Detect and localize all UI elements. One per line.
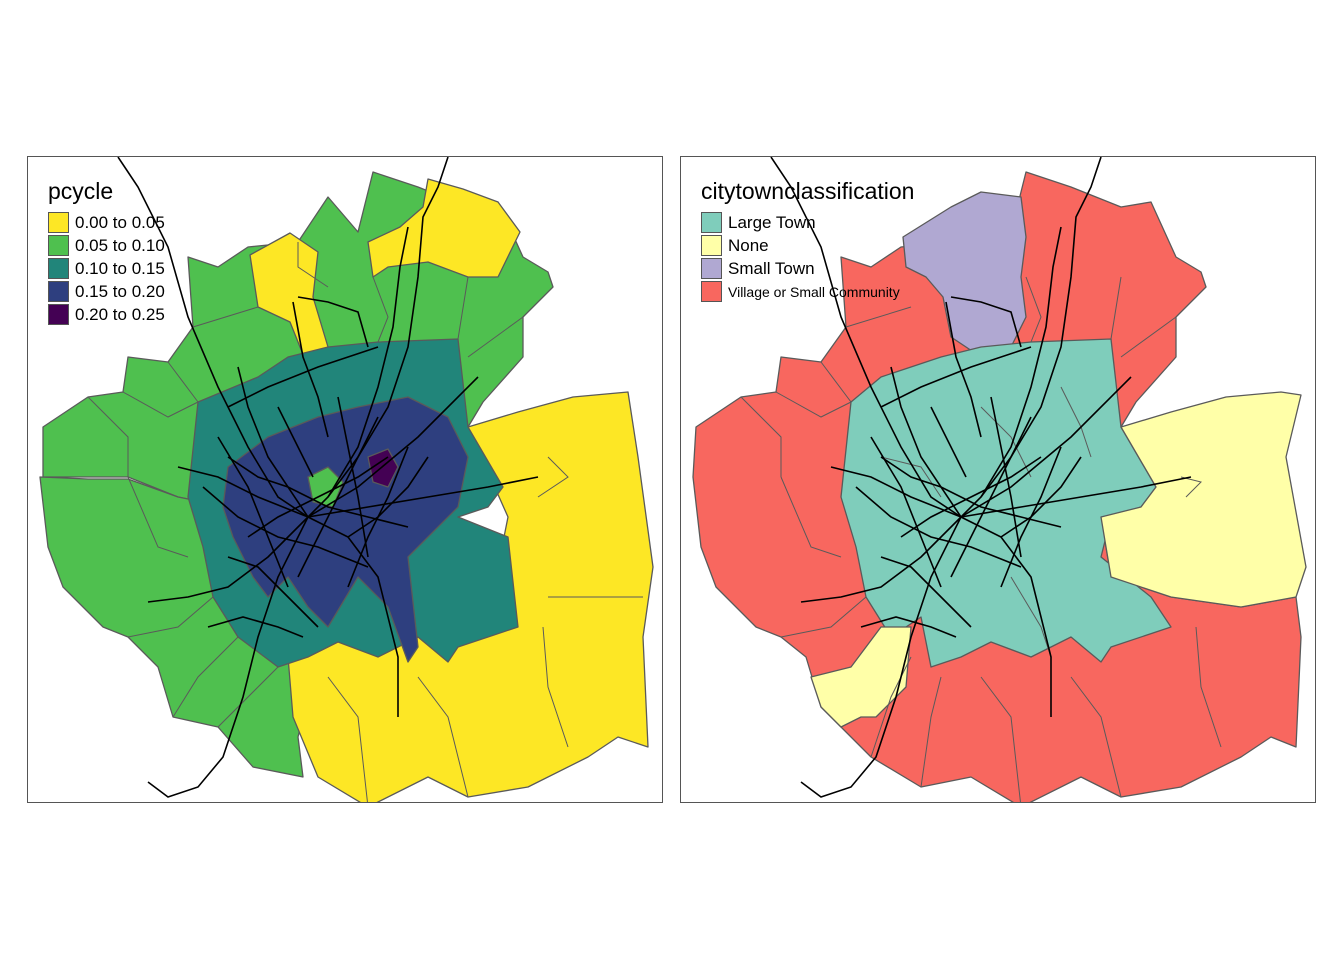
legend-item: None <box>701 234 914 257</box>
legend-label: Small Town <box>728 258 815 278</box>
region <box>367 448 399 488</box>
legend-item: 0.20 to 0.25 <box>48 303 165 326</box>
legend-swatch <box>48 304 69 325</box>
region <box>902 191 1027 358</box>
legend-swatch <box>48 258 69 279</box>
legend-item: 0.10 to 0.15 <box>48 257 165 280</box>
legend-label: Large Town <box>728 212 816 232</box>
legend-title: citytownclassification <box>701 178 915 204</box>
legend-item: Village or Small Community <box>701 280 914 303</box>
map-citytownclassification <box>692 157 1307 802</box>
route-network <box>770 157 1192 798</box>
legend-swatch <box>701 235 722 256</box>
map-panel-pcycle: pcycle 0.00 to 0.05 0.05 to 0.10 0.10 to… <box>27 156 663 803</box>
legend-title: pcycle <box>48 178 114 204</box>
map-pcycle <box>39 157 654 802</box>
legend-item: 0.00 to 0.05 <box>48 211 165 234</box>
legend-swatch <box>48 281 69 302</box>
legend-citytownclassification: citytownclassification Large Town None S… <box>701 177 914 303</box>
legend-label: 0.15 to 0.20 <box>75 281 165 301</box>
legend-swatch <box>701 212 722 233</box>
legend-item: 0.05 to 0.10 <box>48 234 165 257</box>
region <box>222 396 469 663</box>
legend-swatch <box>48 212 69 233</box>
legend-label: Village or Small Community <box>728 283 900 300</box>
legend-pcycle: pcycle 0.00 to 0.05 0.05 to 0.10 0.10 to… <box>48 177 165 326</box>
legend-item: Large Town <box>701 211 914 234</box>
legend-label: 0.10 to 0.15 <box>75 258 165 278</box>
legend-swatch <box>48 235 69 256</box>
route-network <box>117 157 539 798</box>
region <box>810 626 912 728</box>
legend-item: 0.15 to 0.20 <box>48 280 165 303</box>
legend-swatch <box>701 281 722 302</box>
region <box>367 178 521 278</box>
legend-item: Small Town <box>701 257 914 280</box>
map-panel-citytownclassification: citytownclassification Large Town None S… <box>680 156 1316 803</box>
legend-label: 0.05 to 0.10 <box>75 235 165 255</box>
legend-label: 0.20 to 0.25 <box>75 304 165 324</box>
region <box>1100 391 1307 608</box>
legend-swatch <box>701 258 722 279</box>
legend-label: 0.00 to 0.05 <box>75 212 165 232</box>
legend-label: None <box>728 235 769 255</box>
